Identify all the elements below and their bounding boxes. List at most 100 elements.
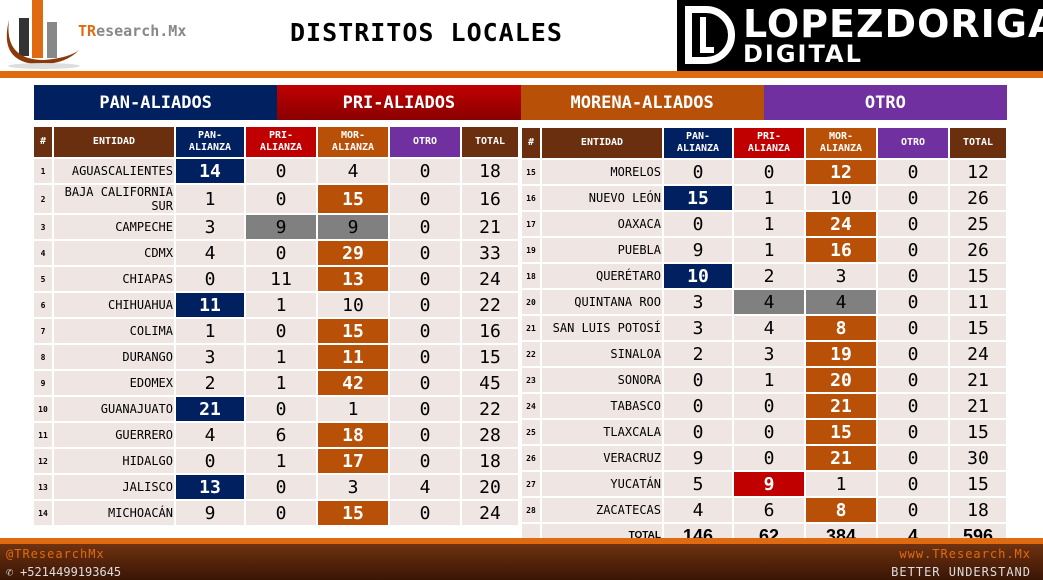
table-row: 27 YUCATÁN 5 9 1 0 15	[522, 472, 1006, 496]
pri-value: 0	[734, 446, 804, 470]
table-row: 6 CHIHUAHUA 11 1 10 0 22	[34, 293, 518, 317]
pan-value: 0	[664, 212, 732, 236]
table-row: 17 OAXACA 0 1 24 0 25	[522, 212, 1006, 236]
mor-value: 11	[318, 345, 388, 369]
column-header: TOTAL	[950, 128, 1006, 158]
otro-value: 0	[390, 293, 460, 317]
footer-handle: @TResearchMx	[6, 547, 105, 561]
otro-value: 0	[878, 420, 948, 444]
otro-value: 0	[390, 501, 460, 525]
row-number: 1	[34, 159, 52, 183]
total-value: 15	[950, 472, 1006, 496]
otro-value: 0	[390, 371, 460, 395]
otro-value: 0	[390, 423, 460, 447]
pan-value: 4	[664, 498, 732, 522]
row-number: 26	[522, 446, 540, 470]
phone-icon: ✆	[6, 565, 15, 579]
pan-value: 0	[664, 394, 732, 418]
column-header: PRI- ALIANZA	[246, 127, 316, 157]
pri-value: 9	[246, 215, 316, 239]
pan-value: 2	[664, 342, 732, 366]
entity-name: HIDALGO	[54, 449, 174, 473]
otro-value: 0	[390, 319, 460, 343]
pri-value: 0	[246, 319, 316, 343]
pri-value: 9	[734, 472, 804, 496]
table-row: 10 GUANAJUATO 21 0 1 0 22	[34, 397, 518, 421]
total-value: 21	[950, 368, 1006, 392]
total-value: 24	[950, 342, 1006, 366]
total-value: 18	[462, 159, 518, 183]
total-value: 15	[950, 264, 1006, 288]
otro-value: 0	[878, 446, 948, 470]
divider	[0, 71, 1043, 78]
table-row: 28 ZACATECAS 4 6 8 0 18	[522, 498, 1006, 522]
footer-site[interactable]: www.TResearch.Mx	[899, 547, 1031, 561]
mor-value: 18	[318, 423, 388, 447]
total-value: 18	[950, 498, 1006, 522]
row-number: 12	[34, 449, 52, 473]
total-value: 28	[462, 423, 518, 447]
total-value: 18	[462, 449, 518, 473]
table-row: 18 QUERÉTARO 10 2 3 0 15	[522, 264, 1006, 288]
otro-value: 0	[878, 212, 948, 236]
pan-value: 21	[176, 397, 244, 421]
band-pri: PRI-ALIADOS	[277, 85, 521, 120]
footer: @TResearchMx ✆ +5214499193645 www.TResea…	[0, 538, 1043, 580]
table-row: 11 GUERRERO 4 6 18 0 28	[34, 423, 518, 447]
total-value: 15	[950, 316, 1006, 340]
pri-value: 6	[246, 423, 316, 447]
otro-value: 0	[878, 472, 948, 496]
column-header: MOR- ALIANZA	[806, 128, 876, 158]
entity-name: CHIAPAS	[54, 267, 174, 291]
row-number: 18	[522, 264, 540, 288]
row-number: 15	[522, 160, 540, 184]
partner-name: LOPEZDORIGA	[743, 2, 1043, 46]
mor-value: 4	[318, 159, 388, 183]
row-number: 24	[522, 394, 540, 418]
row-number: 3	[34, 215, 52, 239]
entity-name: TLAXCALA	[542, 420, 662, 444]
entity-name: OAXACA	[542, 212, 662, 236]
entity-name: VERACRUZ	[542, 446, 662, 470]
pri-value: 0	[246, 475, 316, 499]
row-number: 28	[522, 498, 540, 522]
row-number: 11	[34, 423, 52, 447]
mor-value: 10	[318, 293, 388, 317]
table-row: 12 HIDALGO 0 1 17 0 18	[34, 449, 518, 473]
table-row: 22 SINALOA 2 3 19 0 24	[522, 342, 1006, 366]
pri-value: 3	[734, 342, 804, 366]
pri-value: 4	[734, 290, 804, 314]
total-value: 12	[950, 160, 1006, 184]
mor-value: 16	[806, 238, 876, 262]
mor-value: 15	[318, 185, 388, 213]
otro-value: 0	[878, 290, 948, 314]
otro-value: 0	[390, 215, 460, 239]
pan-value: 0	[176, 449, 244, 473]
entity-name: CHIHUAHUA	[54, 293, 174, 317]
entity-name: AGUASCALIENTES	[54, 159, 174, 183]
pan-value: 9	[176, 501, 244, 525]
lopezdoriga-logo: LOPEZDORIGA DIGITAL	[677, 0, 1043, 72]
mor-value: 12	[806, 160, 876, 184]
pan-value: 3	[664, 290, 732, 314]
row-number: 17	[522, 212, 540, 236]
otro-value: 0	[390, 185, 460, 213]
mor-value: 15	[318, 319, 388, 343]
pri-value: 1	[246, 293, 316, 317]
column-header: #	[34, 127, 52, 157]
entity-name: BAJA CALIFORNIA SUR	[54, 185, 174, 213]
table-row: 16 NUEVO LEÓN 15 1 10 0 26	[522, 186, 1006, 210]
page-title: DISTRITOS LOCALES	[290, 18, 563, 47]
pan-value: 1	[176, 319, 244, 343]
row-number: 14	[34, 501, 52, 525]
pan-value: 3	[176, 345, 244, 369]
otro-value: 0	[390, 345, 460, 369]
entity-name: GUERRERO	[54, 423, 174, 447]
total-value: 15	[462, 345, 518, 369]
entity-name: SAN LUIS POTOSÍ	[542, 316, 662, 340]
row-number: 27	[522, 472, 540, 496]
pan-value: 11	[176, 293, 244, 317]
band-pan: PAN-ALIADOS	[34, 85, 278, 120]
pri-value: 0	[246, 397, 316, 421]
entity-name: CDMX	[54, 241, 174, 265]
